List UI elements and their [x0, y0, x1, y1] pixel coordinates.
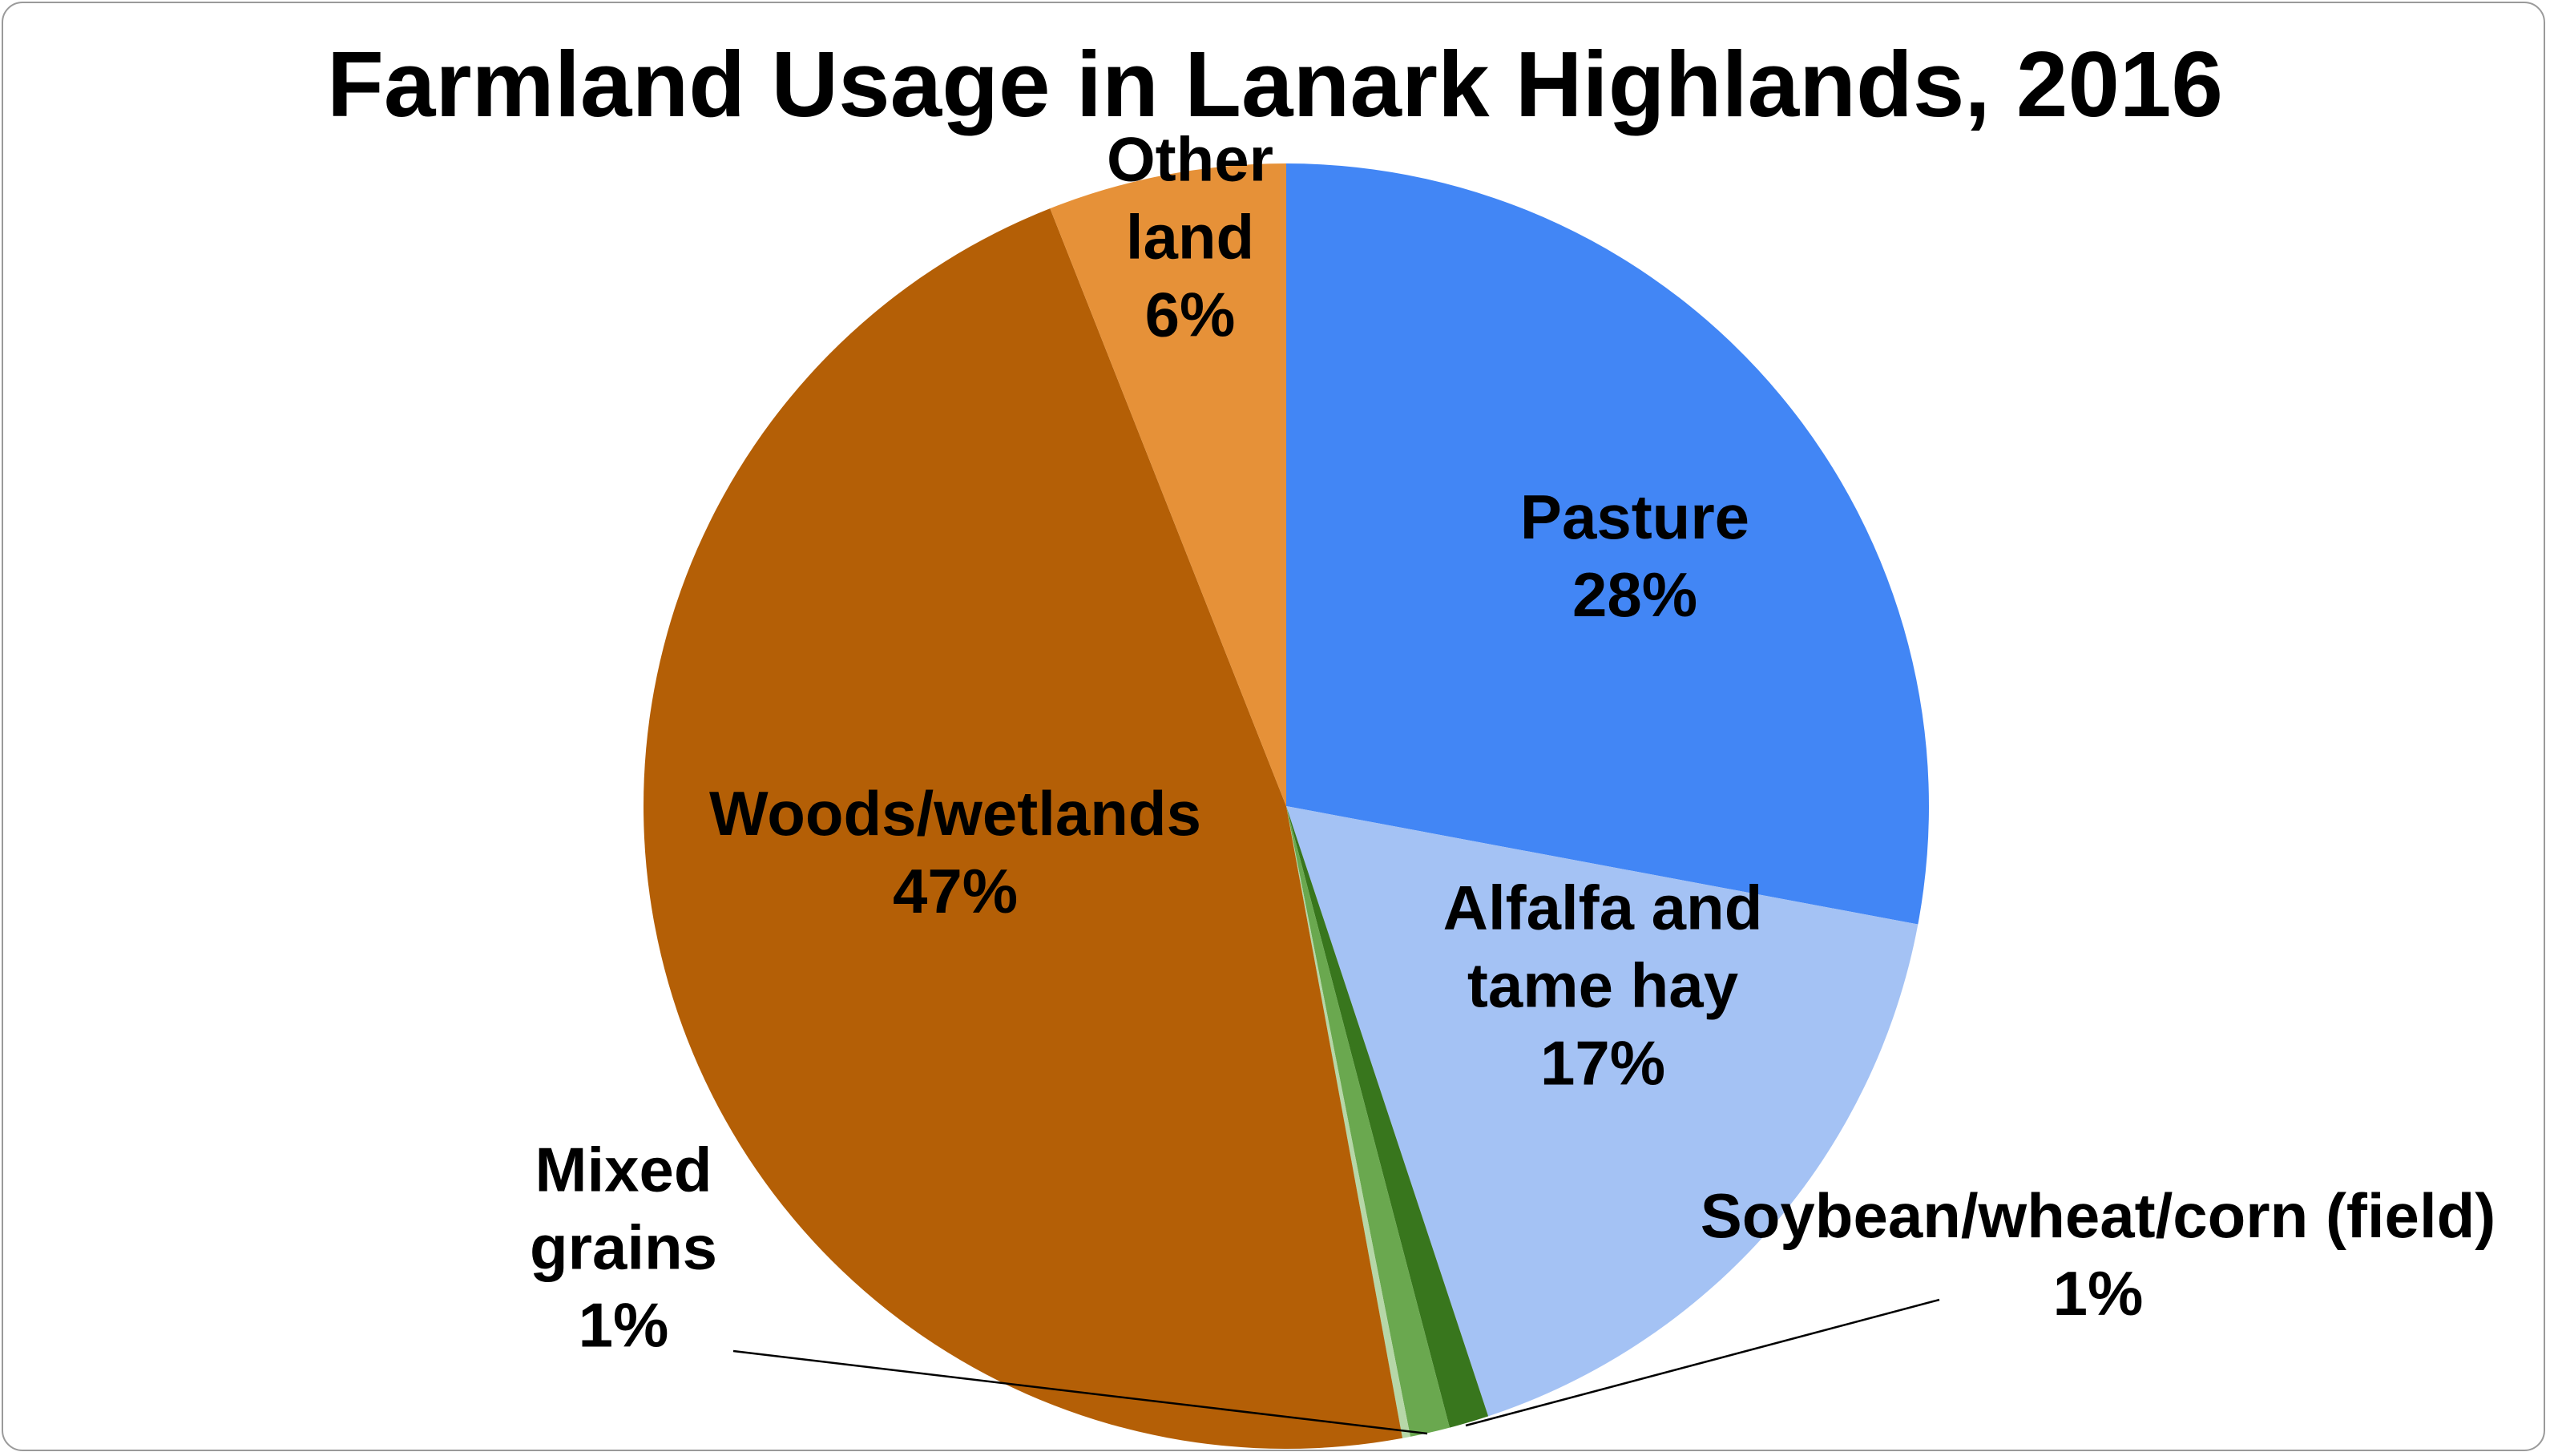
data-label-name: Pasture — [1520, 482, 1749, 552]
pie-slice-soybean-wheat-corn-field — [1286, 806, 1489, 1428]
data-label-name: Other — [1107, 124, 1273, 195]
pie-slice-other-land — [1050, 163, 1286, 806]
leader-line-mixed-grains — [732, 1349, 1428, 1435]
data-label-name: Soybean/wheat/corn (field) — [1701, 1180, 2496, 1251]
data-label-value: 28% — [1572, 559, 1697, 630]
chart-title: Farmland Usage in Lanark Highlands, 2016 — [327, 32, 2223, 136]
data-label-value: 1% — [579, 1290, 669, 1361]
pie-slice-alfalfa-and-tame-hay — [1286, 806, 1919, 1417]
data-label-name: Mixed — [535, 1135, 712, 1205]
labels-layer: Pasture 28% Alfalfa and tame hay 17% Soybean/… — [530, 124, 2496, 1361]
leader-line-soybean-wheat-corn-field — [1465, 1298, 1940, 1427]
data-label-name: Alfalfa and — [1443, 873, 1763, 943]
data-label-name: Woods/wetlands — [709, 778, 1201, 849]
data-label-alfalfa-and-tame-hay: Alfalfa and tame hay 17% — [1443, 873, 1763, 1099]
pie-slice-unlabeled — [1286, 806, 1410, 1438]
data-label-woods-wetlands: Woods/wetlands 47% — [709, 778, 1201, 926]
data-label-value: 17% — [1540, 1028, 1665, 1099]
leader-lines-layer — [732, 1298, 1940, 1435]
pie-slice-woods-wetlands — [644, 208, 1403, 1450]
data-label-pasture: Pasture 28% — [1520, 482, 1749, 630]
data-label-other-land: Other land 6% — [1107, 124, 1273, 350]
data-label-mixed-grains: Mixed grains 1% — [530, 1135, 717, 1361]
data-label-soybean-wheat-corn-field: Soybean/wheat/corn (field) 1% — [1701, 1180, 2496, 1329]
data-label-name: land — [1126, 202, 1254, 272]
pie-slice-pasture — [1286, 163, 1930, 925]
data-label-value: 6% — [1145, 280, 1236, 350]
data-label-value: 47% — [893, 856, 1018, 926]
slices-layer — [644, 163, 1930, 1450]
pie-slice-mixed-grains — [1286, 806, 1450, 1437]
data-label-name: tame hay — [1467, 950, 1738, 1021]
data-label-name: grains — [530, 1212, 717, 1283]
data-label-value: 1% — [2053, 1258, 2144, 1329]
